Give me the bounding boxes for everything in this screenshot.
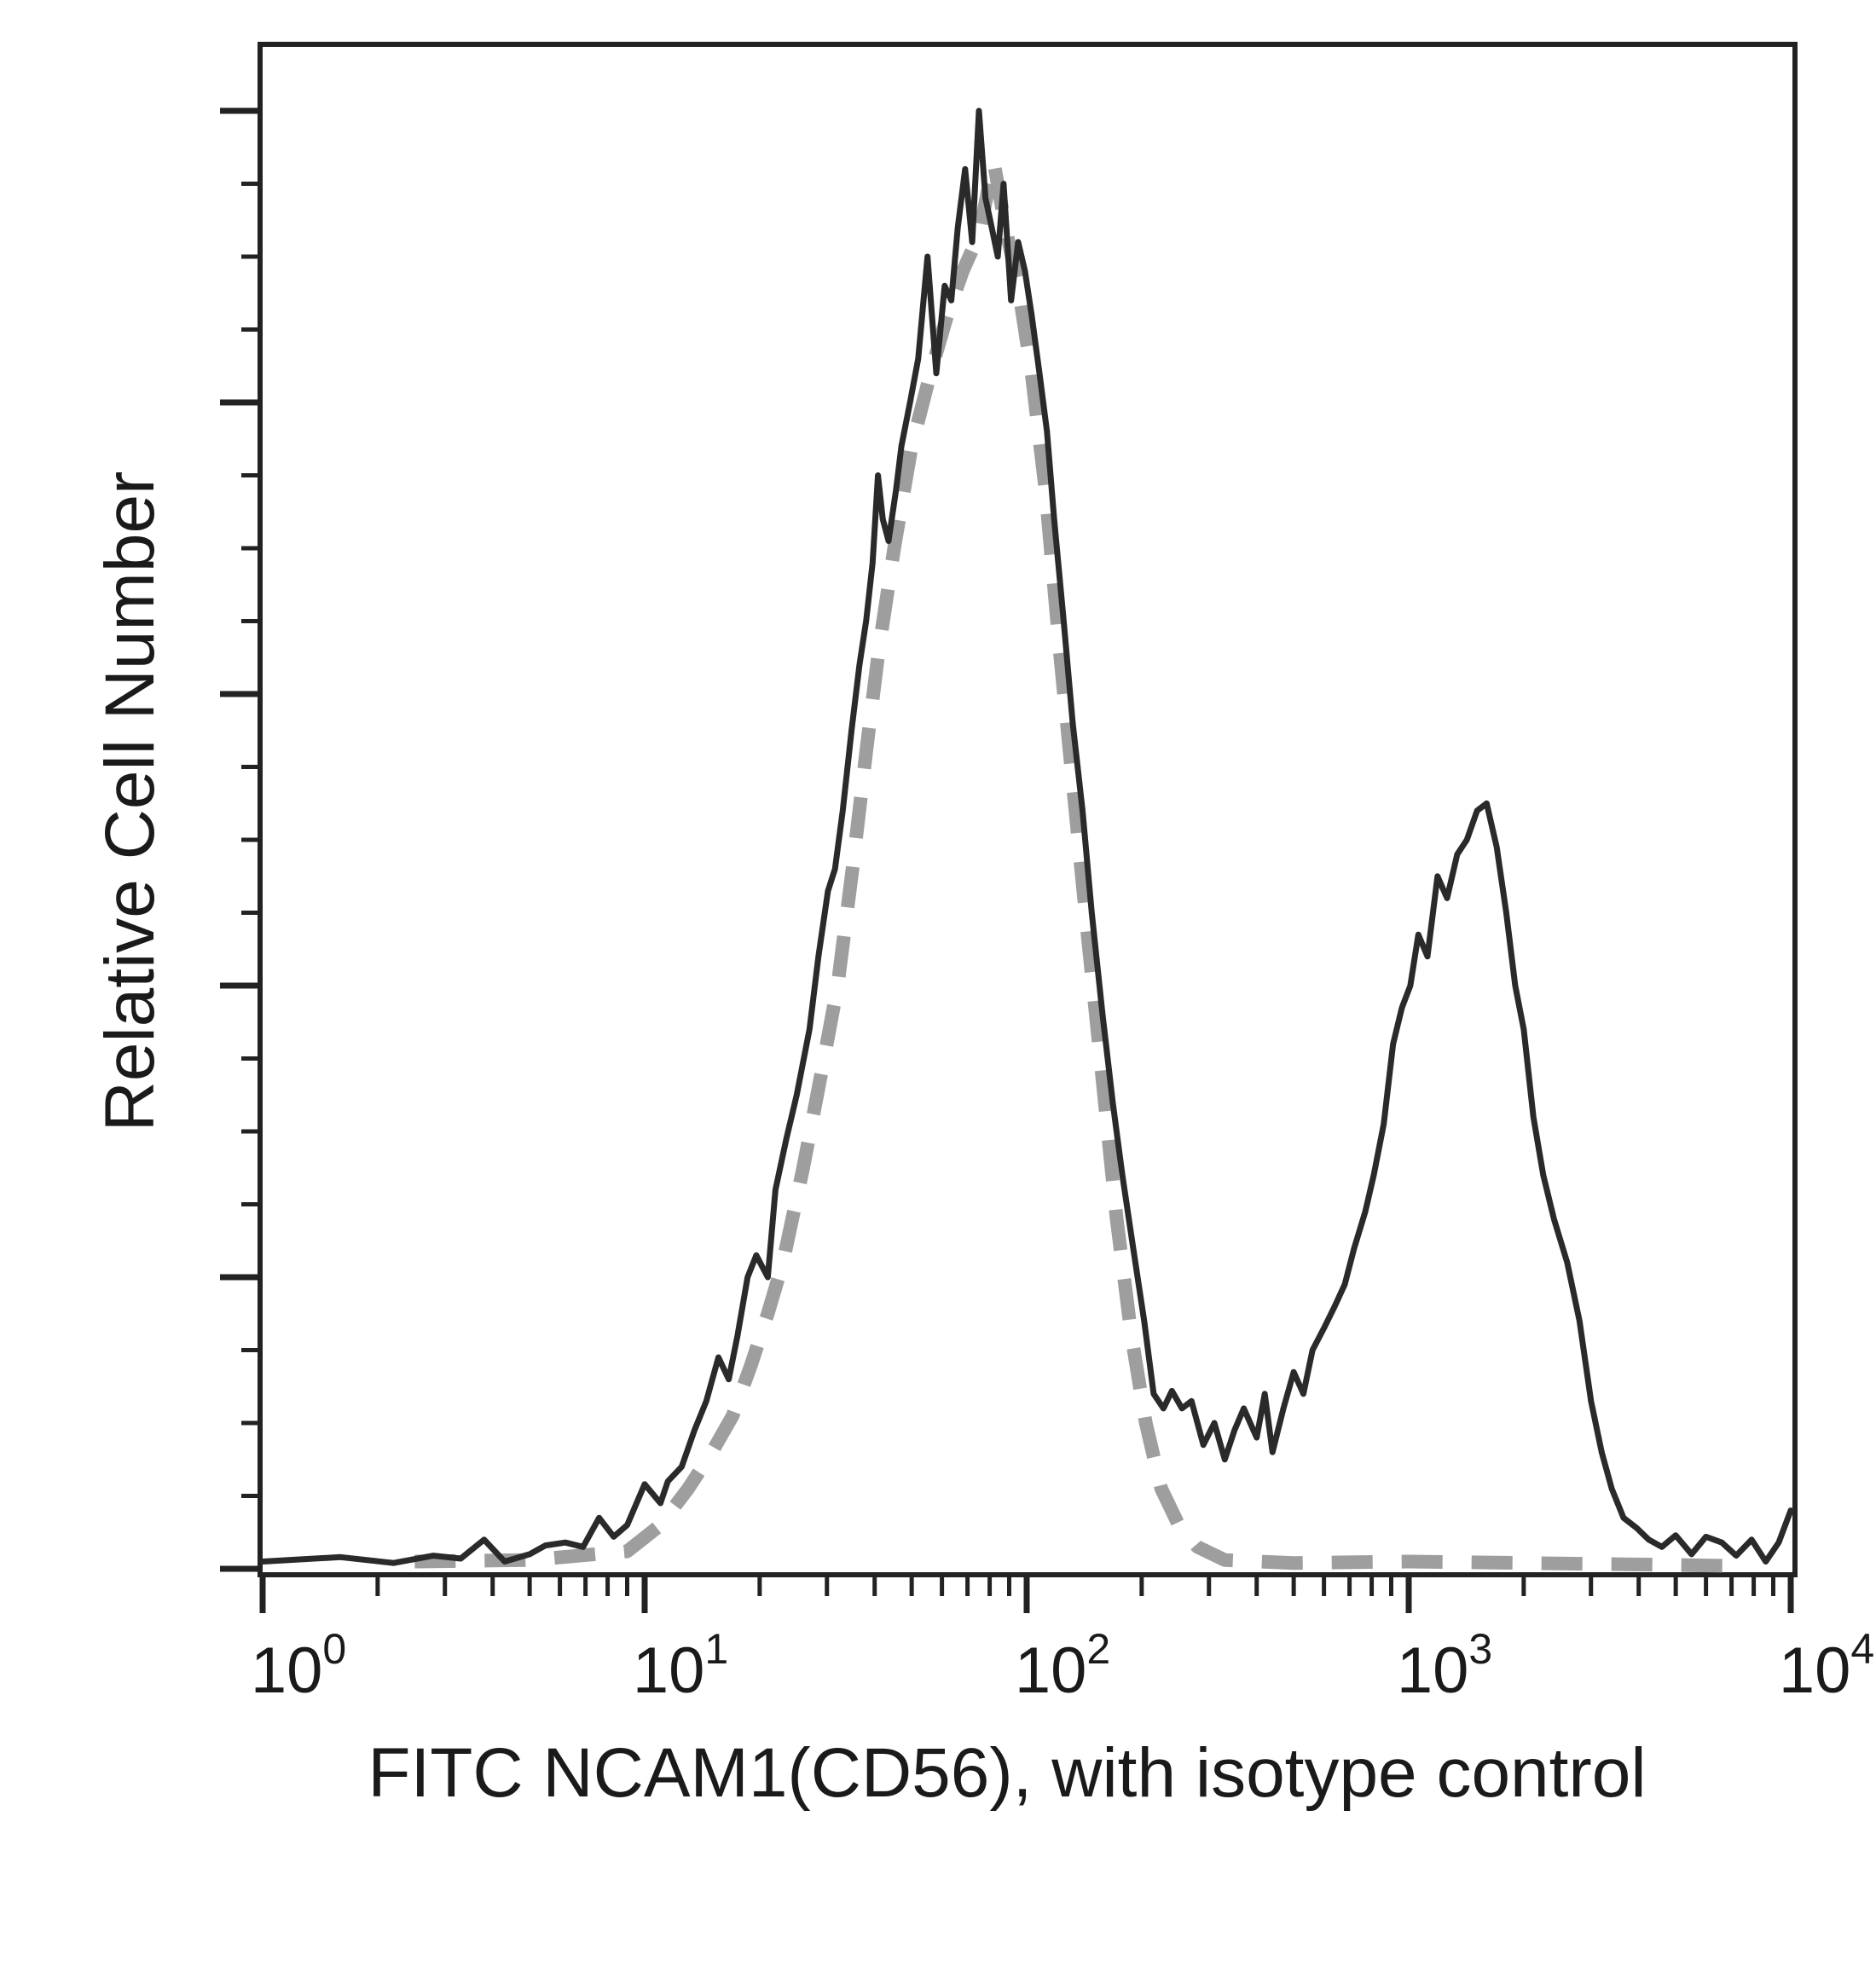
x-axis-ticks — [259, 1575, 1794, 1613]
x-tick-label: 100 — [251, 1625, 346, 1707]
isotype-control-series-line — [414, 154, 1732, 1573]
x-tick-label: 103 — [1397, 1625, 1492, 1707]
x-tick-label: 102 — [1015, 1625, 1110, 1707]
x-tick-label: 104 — [1779, 1625, 1874, 1707]
x-tick-label: 101 — [633, 1625, 728, 1707]
x-axis-title: FITC NCAM1(CD56), with isotype control — [368, 1734, 1646, 1812]
x-axis-tick-labels: 100 101 102 103 104 — [251, 1625, 1874, 1707]
ncam1-series-line — [259, 107, 1794, 1566]
y-axis-ticks — [220, 107, 260, 1572]
y-axis-title: Relative Cell Number — [91, 471, 169, 1132]
